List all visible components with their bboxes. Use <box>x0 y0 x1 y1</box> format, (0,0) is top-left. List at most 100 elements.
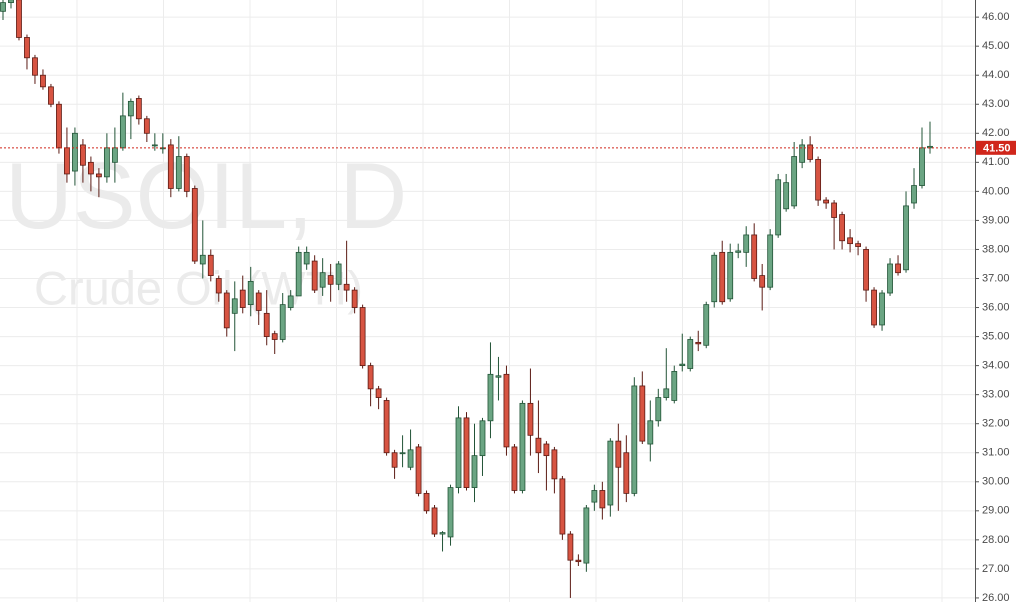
candle-body <box>671 371 678 401</box>
candle-body <box>183 156 190 192</box>
candle-body <box>743 234 750 253</box>
candle-body <box>0 2 6 12</box>
candle-body <box>431 507 438 535</box>
candle-body <box>327 275 334 285</box>
candle-body <box>191 188 198 262</box>
candle-body <box>615 440 622 468</box>
candle-body <box>607 440 614 506</box>
candle-body <box>647 420 654 445</box>
y-tick-label: 33.00 <box>982 389 1010 401</box>
watermark-subtitle: Crude Oil (WTI) <box>34 261 363 314</box>
candle-body <box>40 74 46 88</box>
candle-body <box>287 295 294 308</box>
y-tick-label: 43.00 <box>982 98 1010 110</box>
candle-body <box>463 417 470 488</box>
candle-body <box>887 263 893 294</box>
candle-body <box>471 455 478 488</box>
candle-body <box>375 388 382 398</box>
y-tick-label: 32.00 <box>982 418 1010 430</box>
y-tick-label: 40.00 <box>982 185 1010 197</box>
candle-body <box>599 490 606 509</box>
candle-body <box>263 312 270 337</box>
candle-body <box>511 446 518 491</box>
candle-body <box>855 243 861 247</box>
candle-body <box>903 205 909 271</box>
y-tick-label: 29.00 <box>982 505 1010 517</box>
candle-body <box>271 333 278 340</box>
candle-body <box>335 263 342 285</box>
candle-body <box>847 237 853 245</box>
candle-body <box>583 507 590 564</box>
candle-body <box>815 159 822 201</box>
candle-body <box>207 254 214 276</box>
candle-body <box>895 263 901 274</box>
candle-body <box>80 144 86 166</box>
candle-body <box>767 234 774 288</box>
candle-body <box>215 278 222 294</box>
y-tick-label: 26.00 <box>982 592 1010 602</box>
candle-body <box>799 144 806 163</box>
candle-body <box>783 182 790 210</box>
y-tick-label: 31.00 <box>982 447 1010 459</box>
candle-body <box>711 254 718 303</box>
candle-body <box>703 304 710 346</box>
y-tick-label: 36.00 <box>982 301 1010 313</box>
candle-body <box>447 487 454 538</box>
candle-body <box>32 57 38 76</box>
candle-body <box>367 365 374 390</box>
y-tick-label: 30.00 <box>982 476 1010 488</box>
y-tick-label: 37.00 <box>982 272 1010 284</box>
candle-body <box>351 289 358 308</box>
candle-body <box>839 214 845 242</box>
candle-body <box>727 251 734 300</box>
candle-body <box>487 373 494 422</box>
candle-body <box>911 185 917 204</box>
candle-body <box>871 289 877 326</box>
candle-body <box>391 452 398 468</box>
candle-body <box>56 103 62 149</box>
price-axis: 26.00 27.00 28.00 29.00 30.00 31.00 32.00 33.00… <box>975 11 1016 602</box>
y-tick-label: 39.00 <box>982 214 1010 226</box>
y-tick-label: 28.00 <box>982 534 1010 546</box>
y-tick-label: 41.00 <box>982 156 1010 168</box>
candle-body <box>655 397 662 422</box>
candle-body <box>95 173 102 178</box>
candle-body <box>247 280 254 306</box>
candle-body <box>311 260 318 291</box>
candle-body <box>527 402 534 436</box>
y-tick-label: 34.00 <box>982 360 1010 372</box>
candle-body <box>279 304 286 340</box>
candle-body <box>519 402 526 491</box>
candle-body <box>559 478 566 535</box>
candle-body <box>359 307 366 367</box>
candle-body <box>383 400 390 454</box>
candle-body <box>831 202 838 218</box>
candle-body <box>639 385 646 442</box>
candle-body <box>759 275 766 288</box>
candle-body <box>919 147 925 186</box>
candle-body <box>399 452 406 455</box>
y-tick-label: 27.00 <box>982 563 1010 575</box>
grid <box>0 0 975 602</box>
candle-body <box>16 0 22 38</box>
candle-body <box>407 449 414 468</box>
candle-body <box>255 292 262 311</box>
candle-body <box>295 251 302 297</box>
candle-body <box>167 144 174 189</box>
candle-body <box>679 363 686 367</box>
candle-body <box>823 199 830 204</box>
price-label: 41.50 <box>983 143 1011 155</box>
candle-body <box>199 254 206 265</box>
candle-body <box>591 490 598 503</box>
candle-body <box>927 145 933 149</box>
candle-body <box>879 292 885 326</box>
candle-body <box>319 272 326 288</box>
y-tick-label: 42.00 <box>982 127 1010 139</box>
plot <box>0 0 975 598</box>
candle-body <box>239 289 246 308</box>
candle-body <box>551 449 558 480</box>
candle-body <box>631 385 638 494</box>
candle-body <box>479 420 486 457</box>
